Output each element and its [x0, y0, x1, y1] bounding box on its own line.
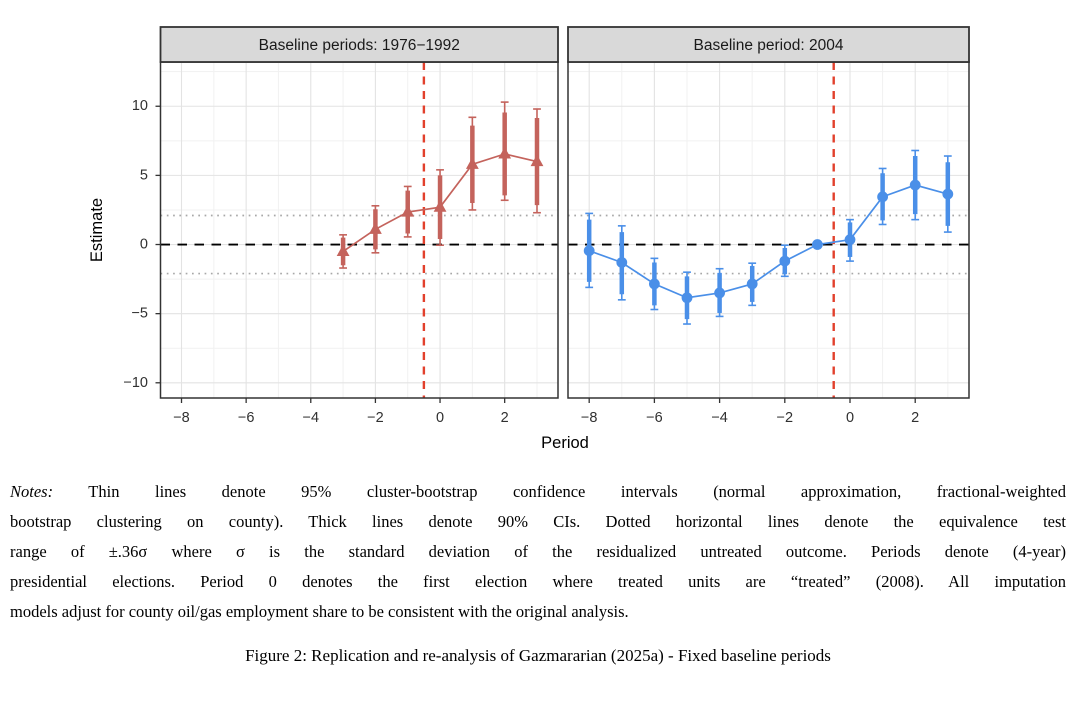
estimate-point: [465, 157, 479, 169]
y-axis-title: Estimate: [88, 198, 106, 262]
estimate-point: [942, 188, 954, 200]
notes-line: Notes: Thin lines denote 95% cluster-boo…: [10, 482, 1066, 501]
facet-strip: [159, 26, 559, 63]
panel-background: [160, 62, 558, 398]
estimate-point: [369, 222, 382, 234]
y-tick-label: 5: [140, 167, 148, 183]
facet-strip-label: Baseline period: 2004: [694, 37, 844, 54]
notes-line: presidential elections. Period 0 denotes…: [10, 572, 1066, 591]
x-tick-label: −8: [581, 410, 598, 426]
notes-line: bootstrap clustering on county). Thick l…: [10, 512, 1066, 531]
estimate-point: [616, 257, 628, 268]
estimate-point: [844, 234, 856, 246]
estimate-point: [530, 154, 544, 167]
notes-line: range of ±.36σ where σ is the standard d…: [10, 542, 1066, 561]
x-tick-label: −6: [646, 410, 663, 426]
estimate-point: [401, 205, 415, 217]
figure-caption: Figure 2: Replication and re-analysis of…: [245, 646, 831, 665]
facet-strip: [567, 26, 970, 63]
y-tick-label: −5: [131, 306, 148, 322]
estimate-point: [336, 244, 350, 257]
panel-background: [568, 62, 969, 398]
x-tick-label: −4: [711, 410, 728, 426]
estimate-point: [648, 278, 660, 290]
estimate-point: [746, 278, 758, 290]
x-tick-label: 2: [501, 410, 509, 426]
notes-line: models adjust for county oil/gas employm…: [10, 602, 629, 621]
notes-label: Notes:: [10, 482, 54, 501]
estimate-point: [583, 245, 595, 257]
x-tick-label: −6: [238, 410, 255, 426]
estimate-point: [498, 146, 512, 159]
estimate-point: [433, 200, 447, 212]
x-tick-label: −8: [173, 410, 190, 426]
figure-notes: Notes: Thin lines denote 95% cluster-boo…: [10, 477, 1066, 627]
x-tick-label: 0: [846, 410, 854, 426]
estimate-point: [877, 191, 889, 203]
facet-strip-label: Baseline periods: 1976−1992: [259, 37, 460, 54]
x-axis-title: Period: [541, 434, 589, 452]
estimate-point: [714, 287, 725, 299]
x-tick-label: −4: [303, 410, 320, 426]
estimate-point: [909, 179, 921, 191]
x-tick-label: 0: [436, 410, 444, 426]
trend-line: [588, 184, 949, 299]
y-tick-label: 10: [132, 98, 148, 114]
estimate-point: [779, 255, 791, 267]
y-tick-label: 0: [140, 237, 148, 253]
x-tick-label: 2: [911, 410, 919, 426]
event-study-chart: Baseline periods: 1976−1992 −8 −6 −4 −2 0 2 Bas…: [88, 26, 970, 452]
x-tick-label: −2: [777, 410, 794, 426]
estimate-point: [681, 292, 693, 304]
y-tick-label: −10: [123, 375, 148, 391]
reference-point: [812, 239, 823, 250]
x-tick-label: −2: [367, 410, 384, 426]
